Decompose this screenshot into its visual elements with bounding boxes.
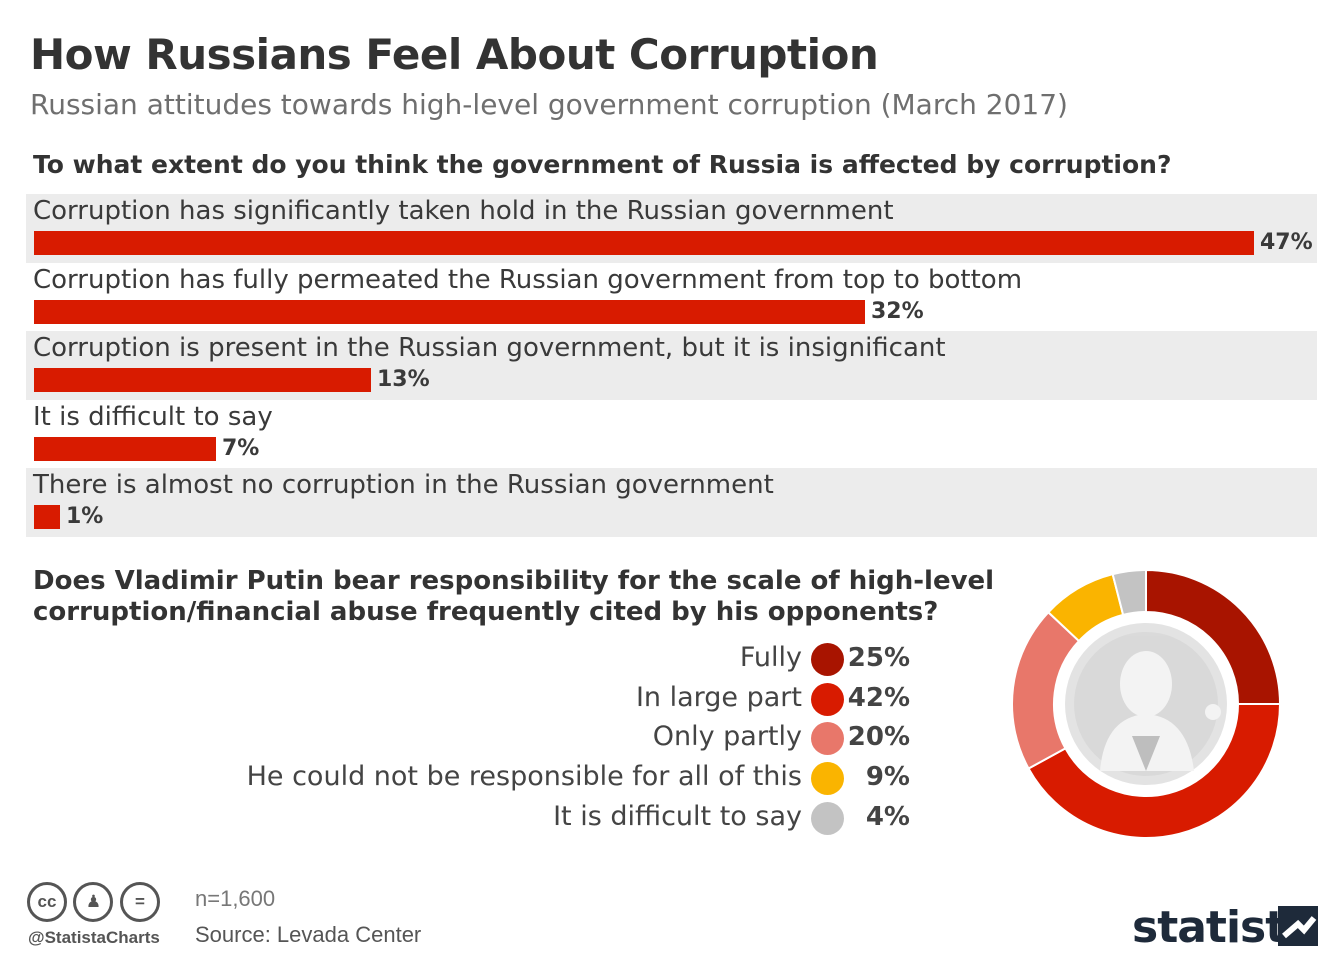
bar-row: Corruption has fully permeated the Russi… xyxy=(26,263,1317,332)
legend-item: He could not be responsible for all of t… xyxy=(0,759,920,799)
question-2-line-1: Does Vladimir Putin bear responsibility … xyxy=(33,566,995,596)
donut-chart xyxy=(1011,568,1282,839)
attribution-icon: ♟ xyxy=(73,882,114,922)
bar-value-label: 7% xyxy=(222,435,260,461)
statista-logo-mark-icon xyxy=(1278,906,1318,946)
legend-swatch xyxy=(811,801,844,835)
bar-category-label: Corruption has significantly taken hold … xyxy=(33,196,894,226)
legend-value: 42% xyxy=(847,682,910,713)
legend-item: It is difficult to say 4% xyxy=(0,799,920,839)
bar xyxy=(34,505,60,530)
donut-slice xyxy=(1027,703,1282,839)
legend-item: Only partly 20% xyxy=(0,719,920,759)
twitter-handle: @StatistaCharts xyxy=(28,928,160,947)
creative-commons-icon: cc xyxy=(27,882,67,922)
sample-size: n=1,600 xyxy=(195,886,276,911)
license-icons: cc ♟ = xyxy=(27,882,162,922)
legend-swatch xyxy=(811,643,844,676)
bar-value-label: 13% xyxy=(377,367,430,393)
source-note: Source: Levada Center xyxy=(195,922,422,947)
legend-swatch xyxy=(811,722,844,756)
chart-subtitle: Russian attitudes towards high-level gov… xyxy=(30,88,1068,121)
legend-label: Only partly xyxy=(652,721,802,753)
bar-category-label: Corruption is present in the Russian gov… xyxy=(33,333,946,364)
bar-category-label: It is difficult to say xyxy=(33,401,273,432)
bar xyxy=(34,368,371,393)
bar-chart: Corruption has significantly taken hold … xyxy=(26,194,1317,537)
chart-title: How Russians Feel About Corruption xyxy=(30,30,879,79)
donut-legend: Fully 25% In large part 42% Only partly 20% He… xyxy=(0,640,920,838)
legend-swatch xyxy=(811,762,844,796)
bar xyxy=(34,231,1254,255)
donut-slice xyxy=(1111,568,1147,617)
bar-category-label: There is almost no corruption in the Rus… xyxy=(33,470,774,501)
legend-value: 25% xyxy=(847,643,910,673)
legend-label: Fully xyxy=(739,642,802,673)
bar-row: It is difficult to say 7% xyxy=(26,400,1317,469)
bar-value-label: 47% xyxy=(1260,230,1313,255)
legend-label: In large part xyxy=(635,681,802,713)
legend-value: 20% xyxy=(847,722,910,753)
question-2-title: Does Vladimir Putin bear responsibility … xyxy=(33,566,994,628)
legend-label: He could not be responsible for all of t… xyxy=(246,761,802,793)
bar-category-label: Corruption has fully permeated the Russi… xyxy=(33,264,1023,295)
question-2-line-2: corruption/financial abuse frequently ci… xyxy=(33,597,939,627)
bar-value-label: 1% xyxy=(66,504,104,530)
legend-item: In large part 42% xyxy=(0,680,920,720)
legend-item: Fully 25% xyxy=(0,640,920,680)
legend-swatch xyxy=(811,682,844,716)
bar-row: Corruption is present in the Russian gov… xyxy=(26,331,1317,400)
legend-value: 9% xyxy=(865,762,910,793)
bar-row: Corruption has significantly taken hold … xyxy=(26,194,1317,263)
legend-label: It is difficult to say xyxy=(553,800,802,832)
bar xyxy=(34,436,216,461)
portrait-illustration xyxy=(1074,632,1221,776)
bar-value-label: 32% xyxy=(871,298,924,324)
legend-value: 4% xyxy=(865,801,910,832)
question-1-title: To what extent do you think the governme… xyxy=(33,150,1172,179)
bar-row: There is almost no corruption in the Rus… xyxy=(26,468,1317,537)
no-derivatives-icon: = xyxy=(119,882,160,922)
bar xyxy=(34,299,865,324)
